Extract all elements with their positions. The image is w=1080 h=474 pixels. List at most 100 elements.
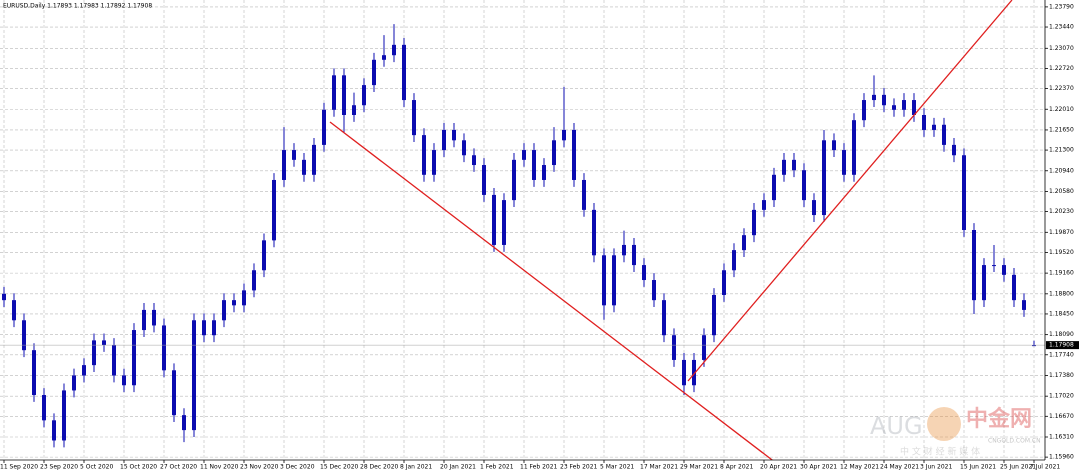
candle-body bbox=[602, 255, 606, 306]
candle-body bbox=[332, 75, 336, 110]
candle-body bbox=[642, 265, 646, 281]
candle-body bbox=[202, 320, 206, 336]
candle-body bbox=[272, 179, 276, 241]
candle-body bbox=[72, 375, 76, 391]
candle-body bbox=[822, 140, 826, 216]
x-tick-label: 15 Jun 2021 bbox=[960, 464, 996, 471]
watermark-tagline: 中 文 财 经 新 媒 体 bbox=[900, 446, 980, 458]
candle-body bbox=[122, 375, 126, 386]
candle-body bbox=[932, 124, 936, 130]
candle-body bbox=[862, 100, 866, 121]
candle-body bbox=[342, 75, 346, 115]
candle-body bbox=[532, 150, 536, 180]
x-tick-label: 15 Oct 2020 bbox=[120, 464, 157, 471]
watermark-brand: AUG bbox=[870, 412, 923, 440]
candle-body bbox=[682, 359, 686, 386]
candle-body bbox=[592, 209, 596, 256]
candle-body bbox=[912, 100, 916, 115]
x-tick-label: 11 Feb 2021 bbox=[520, 464, 558, 471]
candle-body bbox=[792, 159, 796, 171]
y-tick-label: 1.15960 bbox=[1049, 454, 1074, 461]
y-tick-label: 1.18090 bbox=[1049, 331, 1074, 338]
candle-body bbox=[322, 109, 326, 145]
candle-body bbox=[972, 230, 976, 301]
current-price-label: 1.17908 bbox=[1049, 342, 1074, 349]
candle-body bbox=[842, 150, 846, 175]
x-tick-label: 5 Oct 2020 bbox=[80, 464, 113, 471]
candle-body bbox=[212, 320, 216, 336]
trendlines bbox=[329, 0, 1013, 460]
x-tick-label: 3 Jun 2021 bbox=[920, 464, 952, 471]
candle-body bbox=[1002, 265, 1006, 275]
watermark-site: CNGOLD.COM.CN bbox=[988, 438, 1041, 445]
axis-labels: 1.23790 1.23440 1.23070 1.22720 1.22370 1.220… bbox=[0, 3, 1079, 471]
candle-body bbox=[402, 44, 406, 101]
candle-body bbox=[742, 235, 746, 251]
candle-body bbox=[452, 129, 456, 141]
x-tick-label: 12 May 2021 bbox=[840, 464, 879, 471]
candle-body bbox=[652, 280, 656, 301]
candle-body bbox=[522, 150, 526, 160]
x-tick-label: 23 Sep 2020 bbox=[40, 464, 78, 471]
y-tick-label: 1.19870 bbox=[1049, 229, 1074, 236]
candle-body bbox=[382, 55, 386, 60]
candle-body bbox=[732, 250, 736, 271]
candle-body bbox=[1012, 274, 1016, 301]
candle-body bbox=[152, 309, 156, 326]
candle-body bbox=[312, 144, 316, 175]
candle-body bbox=[952, 144, 956, 156]
candle-body bbox=[1032, 345, 1036, 347]
candle-body bbox=[892, 105, 896, 110]
candle-body bbox=[942, 124, 946, 145]
x-tick-label: 23 Nov 2020 bbox=[240, 464, 279, 471]
candle-body bbox=[542, 165, 546, 180]
y-tick-label: 1.17740 bbox=[1049, 351, 1074, 358]
y-tick-label: 1.21650 bbox=[1049, 126, 1074, 133]
candle-body bbox=[762, 200, 766, 210]
y-tick-label: 1.22010 bbox=[1049, 106, 1074, 113]
x-tick-label: 11 Nov 2020 bbox=[200, 464, 239, 471]
x-tick-label: 11 Sep 2020 bbox=[0, 464, 38, 471]
x-tick-label: 28 Dec 2020 bbox=[360, 464, 399, 471]
candle-body bbox=[262, 240, 266, 271]
candle-body bbox=[552, 140, 556, 166]
candle-body bbox=[432, 150, 436, 175]
y-tick-label: 1.19160 bbox=[1049, 270, 1074, 277]
candle-body bbox=[772, 174, 776, 201]
candle-body bbox=[302, 159, 306, 175]
x-tick-label: 20 Apr 2021 bbox=[760, 464, 797, 471]
x-tick-label: 17 Mar 2021 bbox=[640, 464, 678, 471]
x-tick-label: 3 Dec 2020 bbox=[280, 464, 315, 471]
candle-body bbox=[882, 94, 886, 106]
y-tick-label: 1.20580 bbox=[1049, 188, 1074, 195]
candle-body bbox=[372, 59, 376, 86]
candle-body bbox=[572, 129, 576, 180]
y-tick-label: 1.23070 bbox=[1049, 45, 1074, 52]
x-tick-label: 8 Apr 2021 bbox=[720, 464, 753, 471]
candle-body bbox=[472, 155, 476, 166]
candle-body bbox=[142, 309, 146, 331]
candle-body bbox=[132, 330, 136, 386]
candle-body bbox=[832, 140, 836, 151]
candle-body bbox=[222, 300, 226, 321]
candle-body bbox=[632, 244, 636, 266]
candle-body bbox=[232, 300, 236, 306]
candle-body bbox=[1022, 300, 1026, 310]
candle-body bbox=[42, 395, 46, 421]
x-tick-label: 25 Jun 2021 bbox=[1000, 464, 1036, 471]
x-tick-label: 30 Apr 2021 bbox=[800, 464, 837, 471]
candle-body bbox=[992, 265, 996, 267]
candle-body bbox=[12, 300, 16, 321]
candle-body bbox=[162, 325, 166, 371]
trendline bbox=[687, 0, 1013, 382]
candle-body bbox=[612, 255, 616, 306]
candle-body bbox=[2, 293, 6, 301]
x-tick-label: 15 Dec 2020 bbox=[320, 464, 359, 471]
candles bbox=[0, 24, 1045, 448]
candle-body bbox=[562, 129, 566, 141]
x-tick-label: 29 Mar 2021 bbox=[680, 464, 718, 471]
x-tick-label: 7 Jul 2021 bbox=[1030, 464, 1060, 471]
candle-body bbox=[902, 100, 906, 110]
candle-body bbox=[812, 200, 816, 216]
candle-body bbox=[962, 155, 966, 230]
